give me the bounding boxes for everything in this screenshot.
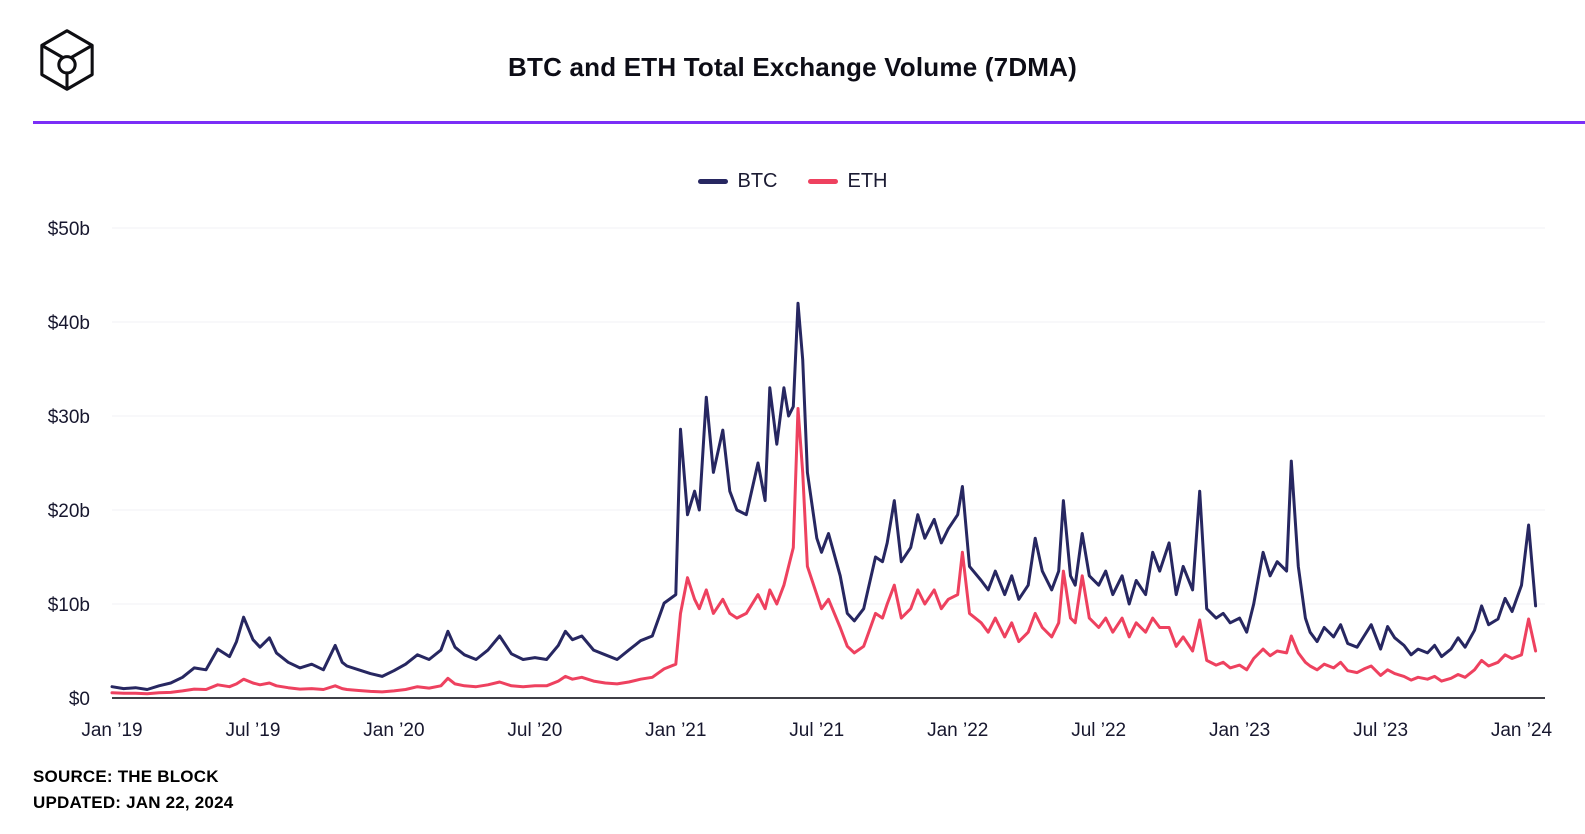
chart-legend: BTC ETH [0,168,1585,194]
x-axis-tick-label: Jan ’23 [1209,720,1270,741]
legend-label-eth: ETH [847,169,888,192]
page-title: BTC and ETH Total Exchange Volume (7DMA) [508,52,1077,82]
y-axis-tick-label: $10b [48,595,90,616]
y-axis-tick-label: $20b [48,501,90,522]
page-header: BTC and ETH Total Exchange Volume (7DMA) [0,0,1585,121]
eth-line-swatch [807,178,838,184]
y-axis-tick-label: $30b [48,407,90,428]
x-axis-tick-label: Jan ’21 [645,720,706,741]
x-axis-tick-label: Jul ’20 [507,720,562,741]
y-axis-tick-label: $40b [48,313,90,334]
eth-line [110,407,1538,696]
btc-line-swatch [697,178,728,184]
y-axis-tick-label: $0 [69,689,90,710]
x-axis-tick-label: Jul ’19 [225,720,280,741]
x-axis-tick-label: Jul ’23 [1353,720,1408,741]
x-axis-tick-label: Jan ’24 [1491,720,1553,741]
x-axis-tick-label: Jan ’22 [927,720,988,741]
btc-line [110,301,1538,691]
x-axis-tick-label: Jan ’19 [81,720,142,741]
purple-divider [33,121,1585,124]
x-axis-tick-label: Jul ’21 [789,720,844,741]
x-axis-tick-label: Jan ’20 [363,720,424,741]
exchange-volume-line-chart: $0 $10b $20b $30b $40b $50b Jan ’19 Jul ’19 Jan … [48,219,1553,741]
legend-item-eth: ETH [807,169,888,193]
the-block-logo-icon [40,29,94,91]
x-axis-tick-label: Jul ’22 [1071,720,1126,741]
source-text: SOURCE: THE BLOCK [33,767,219,786]
y-axis-tick-label: $50b [48,219,90,240]
updated-text: UPDATED: JAN 22, 2024 [33,792,234,812]
legend-item-btc: BTC [697,169,778,193]
chart-footer: SOURCE: THE BLOCK UPDATED: JAN 22, 2024 [33,764,1585,815]
legend-label-btc: BTC [737,169,778,192]
